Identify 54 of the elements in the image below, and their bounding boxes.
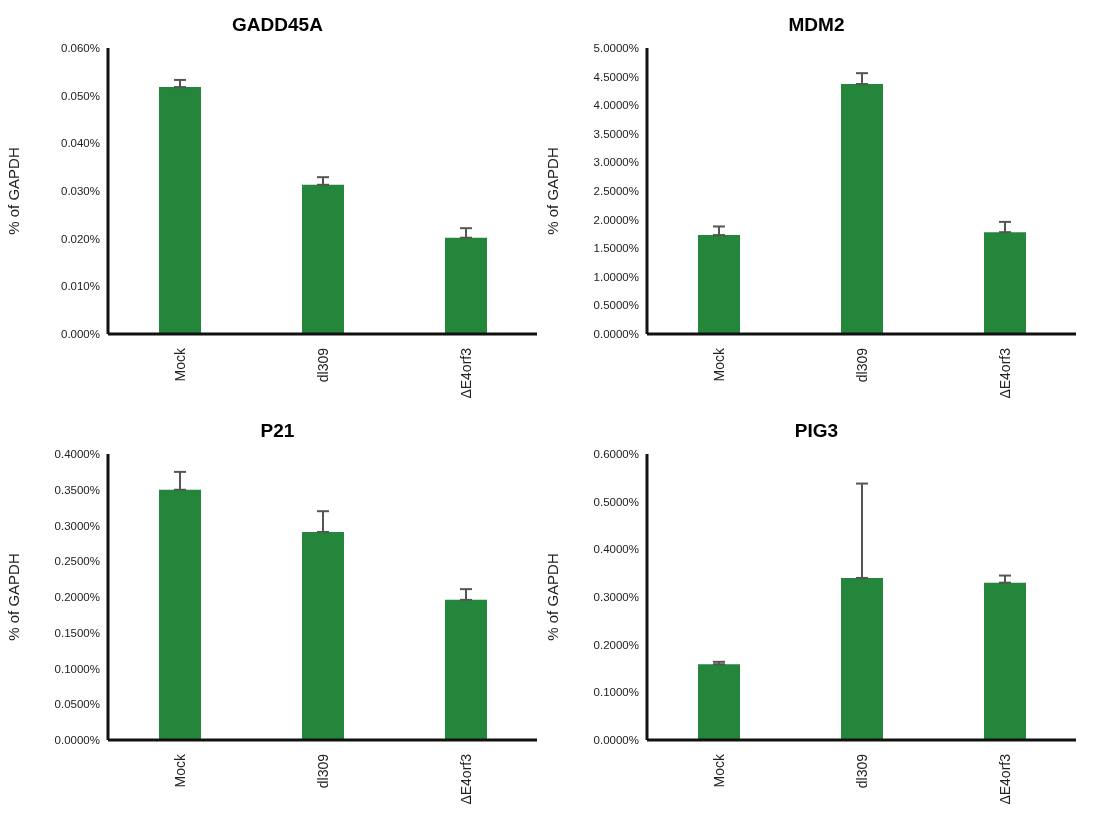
chart-title: P21: [259, 420, 296, 442]
y-tick-label: 0.3000%: [54, 519, 100, 532]
y-tick-label: 0.5000%: [593, 495, 639, 508]
y-tick-label: 5.0000%: [593, 42, 639, 55]
y-tick-label: 0.3000%: [593, 591, 639, 604]
y-tick-label: 1.0000%: [593, 270, 639, 283]
y-tick-label: 0.1000%: [593, 686, 639, 699]
y-tick-label: 0.0000%: [593, 734, 639, 747]
y-tick-label: 4.0000%: [593, 99, 639, 112]
y-tick-label: 0.050%: [60, 89, 100, 102]
y-tick-label: 0.020%: [60, 232, 100, 245]
x-tick-label: dl309: [853, 347, 870, 383]
y-tick-label: 3.5000%: [593, 127, 639, 140]
x-tick-label: dl309: [853, 753, 870, 789]
y-tick-label: 0.4000%: [593, 543, 639, 556]
x-tick-label: ΔE4orf3: [457, 753, 474, 805]
y-tick-label: 0.010%: [60, 280, 100, 293]
y-tick-label: 0.000%: [60, 328, 100, 341]
x-tick-label: ΔE4orf3: [457, 347, 474, 399]
x-tick-label: ΔE4orf3: [996, 347, 1013, 399]
y-tick-label: 0.1000%: [54, 662, 100, 675]
x-tick-label: dl309: [314, 753, 331, 789]
y-tick-label: 0.040%: [60, 137, 100, 150]
x-tick-label: dl309: [314, 347, 331, 383]
x-tick-label: Mock: [710, 347, 727, 382]
x-tick-label: ΔE4orf3: [996, 753, 1013, 805]
y-tick-label: 0.2000%: [54, 591, 100, 604]
y-tick-label: 0.0000%: [54, 734, 100, 747]
x-tick-label: Mock: [171, 753, 188, 788]
x-tick-label: Mock: [171, 347, 188, 382]
y-tick-label: 0.060%: [60, 42, 100, 55]
y-axis-title: % of GAPDH: [5, 147, 23, 235]
y-tick-label: 0.030%: [60, 185, 100, 198]
y-tick-label: 2.0000%: [593, 213, 639, 226]
y-tick-label: 0.2000%: [593, 638, 639, 651]
y-tick-label: 4.5000%: [593, 70, 639, 83]
chart-title: GADD45A: [231, 14, 324, 36]
y-tick-label: 2.5000%: [593, 185, 639, 198]
x-tick-label: Mock: [710, 753, 727, 788]
chart-title: PIG3: [793, 420, 840, 442]
y-tick-label: 1.5000%: [593, 242, 639, 255]
y-tick-label: 0.3500%: [54, 483, 100, 496]
y-axis-title: % of GAPDH: [5, 553, 23, 641]
y-tick-label: 3.0000%: [593, 156, 639, 169]
chart-title: MDM2: [787, 14, 846, 36]
y-axis-title: % of GAPDH: [544, 553, 562, 641]
y-tick-label: 0.1500%: [54, 626, 100, 639]
y-tick-label: 0.0500%: [54, 698, 100, 711]
y-tick-label: 0.5000%: [593, 299, 639, 312]
y-axis-title: % of GAPDH: [544, 147, 562, 235]
y-tick-label: 0.0000%: [593, 328, 639, 341]
y-tick-label: 0.2500%: [54, 555, 100, 568]
y-tick-label: 0.6000%: [593, 448, 639, 461]
y-tick-label: 0.4000%: [54, 448, 100, 461]
